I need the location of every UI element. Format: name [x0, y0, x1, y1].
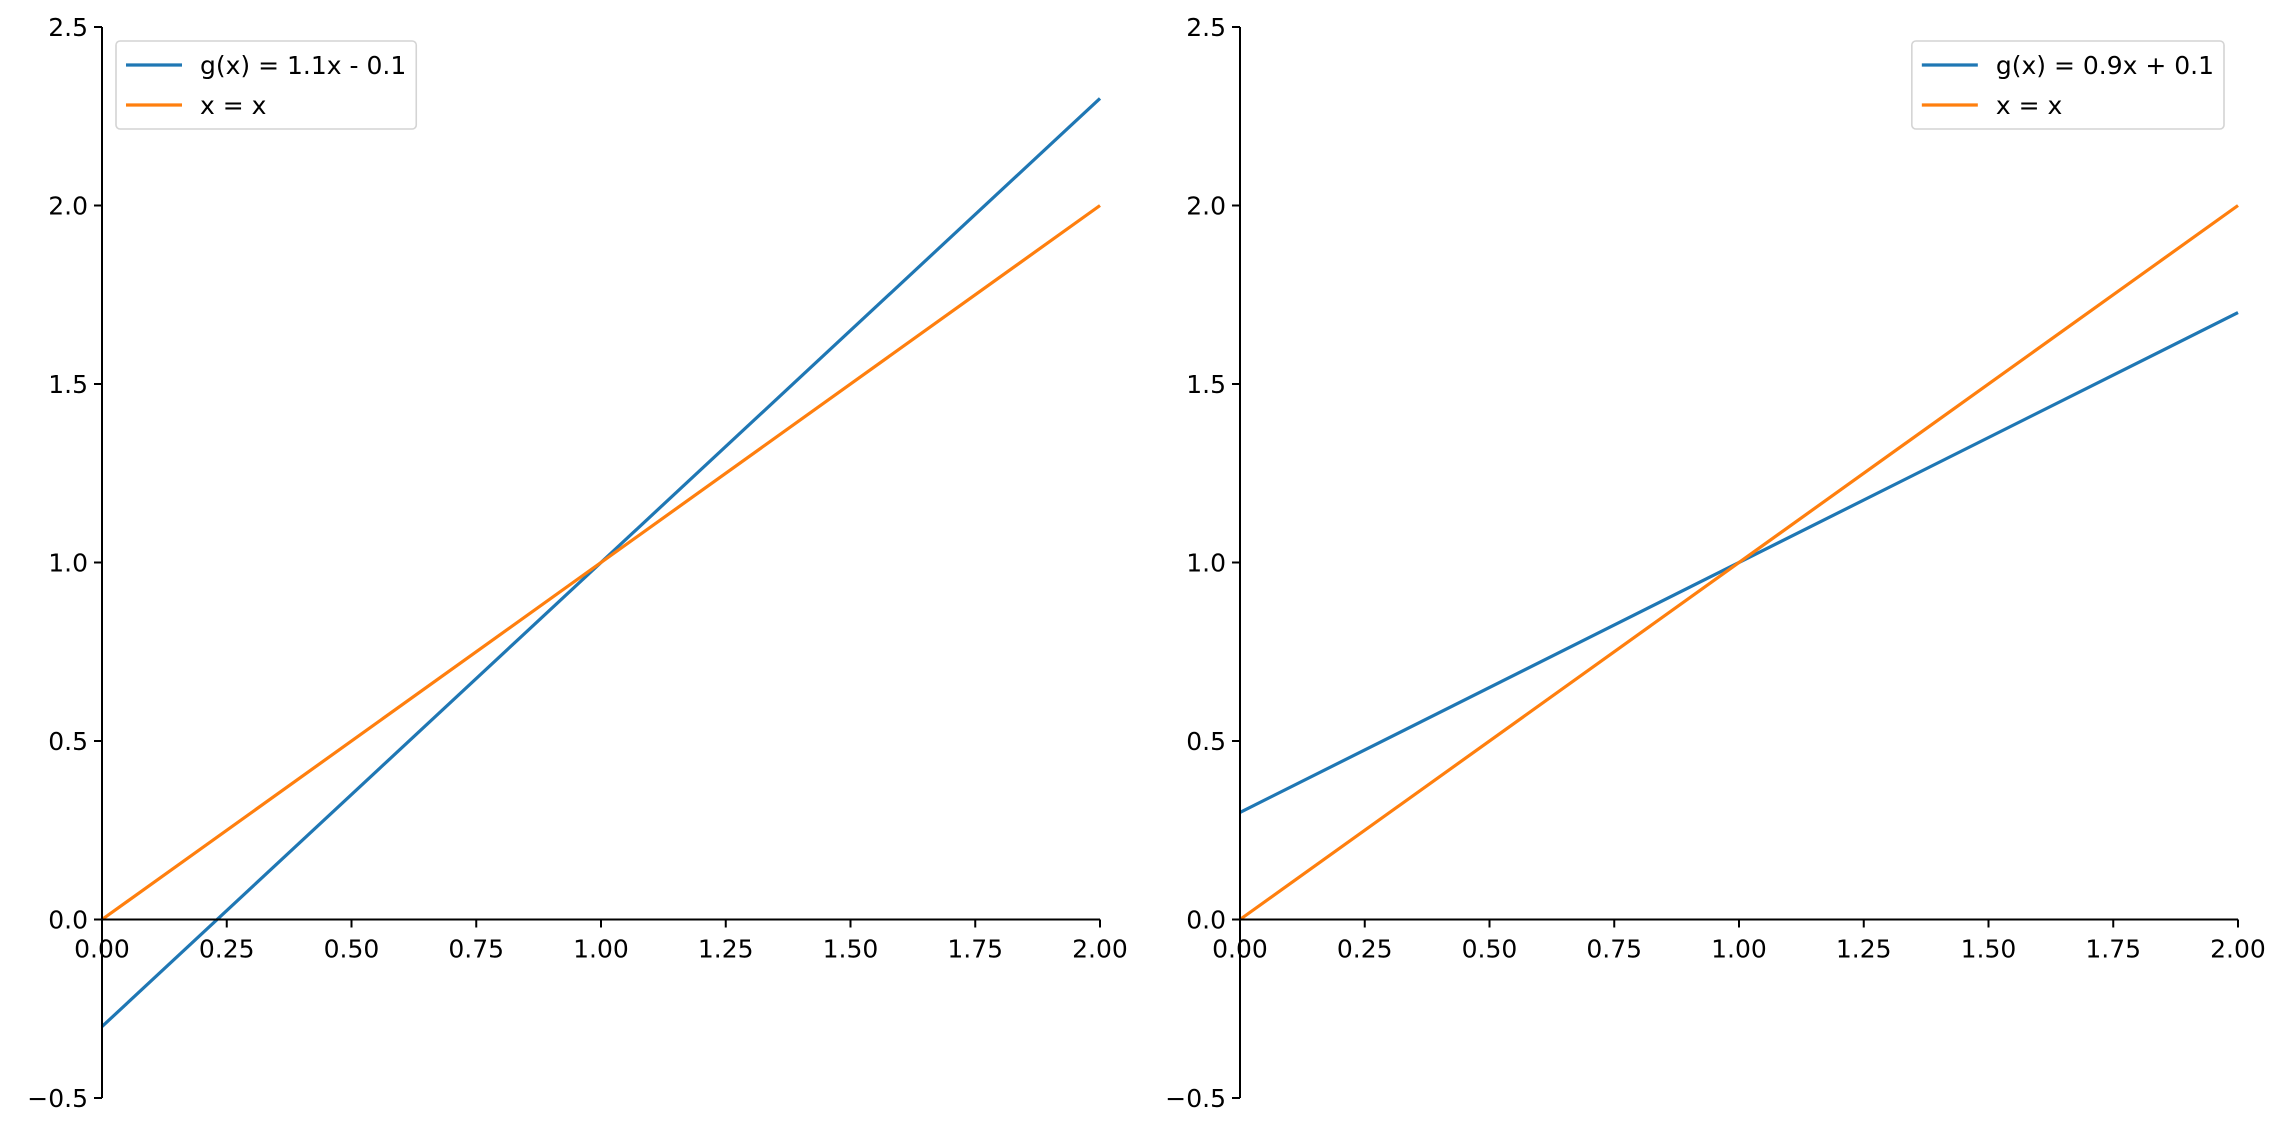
- y-tick-label: 1.5: [48, 370, 88, 399]
- legend-frame: [1911, 40, 2225, 130]
- y-tick-label: 1.0: [48, 549, 88, 578]
- y-tick-label: 2.5: [48, 13, 88, 42]
- x-tick-label: 1.75: [947, 935, 1003, 964]
- x-tick-label: 2.00: [1072, 935, 1128, 964]
- y-tick-label: 0.5: [1186, 727, 1226, 756]
- x-tick-label: 1.25: [1836, 935, 1892, 964]
- legend-label: g(x) = 1.1x - 0.1: [200, 51, 406, 80]
- x-tick-label: 0.25: [1337, 935, 1393, 964]
- legend: g(x) = 0.9x + 0.1 x = x: [1911, 40, 2225, 130]
- x-tick-label: 0.75: [448, 935, 504, 964]
- x-tick-label: 0.75: [1586, 935, 1642, 964]
- chart-panel-2: 0.00 0.25 0.50 0.75 1.00 1.25 1.50 1.75 2.00 −0.5…: [1165, 13, 2266, 1113]
- x-tick-label: 0.50: [1462, 935, 1518, 964]
- y-tick-label: 0.0: [1186, 906, 1226, 935]
- legend-label: x = x: [1996, 91, 2062, 120]
- x-tick-label: 0.00: [74, 935, 130, 964]
- y-tick-label: −0.5: [1165, 1084, 1226, 1113]
- y-tick-label: 1.0: [1186, 549, 1226, 578]
- legend: g(x) = 1.1x - 0.1 x = x: [115, 40, 418, 130]
- legend-frame: [115, 40, 418, 130]
- legend-label: g(x) = 0.9x + 0.1: [1996, 51, 2214, 80]
- x-tick-label: 1.50: [823, 935, 879, 964]
- chart-panel-1: 0.00 0.25 0.50 0.75 1.00 1.25 1.50 1.75 2.00 −0.5…: [27, 13, 1128, 1113]
- x-tick-label: 1.00: [1711, 935, 1767, 964]
- y-tick-label: 1.5: [1186, 370, 1226, 399]
- y-tick-label: −0.5: [27, 1084, 88, 1113]
- series-line-2: [101, 204, 1101, 921]
- y-tick-label: 0.5: [48, 727, 88, 756]
- x-tick-label: 0.25: [199, 935, 255, 964]
- x-tick-label: 1.00: [573, 935, 629, 964]
- y-tick-label: 0.0: [48, 906, 88, 935]
- y-tick-label: 2.0: [1186, 192, 1226, 221]
- x-tick-label: 1.75: [2085, 935, 2141, 964]
- legend-label: x = x: [200, 91, 266, 120]
- x-tick-label: 0.00: [1212, 935, 1268, 964]
- series-line-2: [1239, 204, 2239, 921]
- y-tick-label: 2.0: [48, 192, 88, 221]
- x-tick-label: 1.50: [1961, 935, 2017, 964]
- x-tick-label: 0.50: [324, 935, 380, 964]
- x-tick-label: 2.00: [2210, 935, 2266, 964]
- y-tick-label: 2.5: [1186, 13, 1226, 42]
- x-tick-label: 1.25: [698, 935, 754, 964]
